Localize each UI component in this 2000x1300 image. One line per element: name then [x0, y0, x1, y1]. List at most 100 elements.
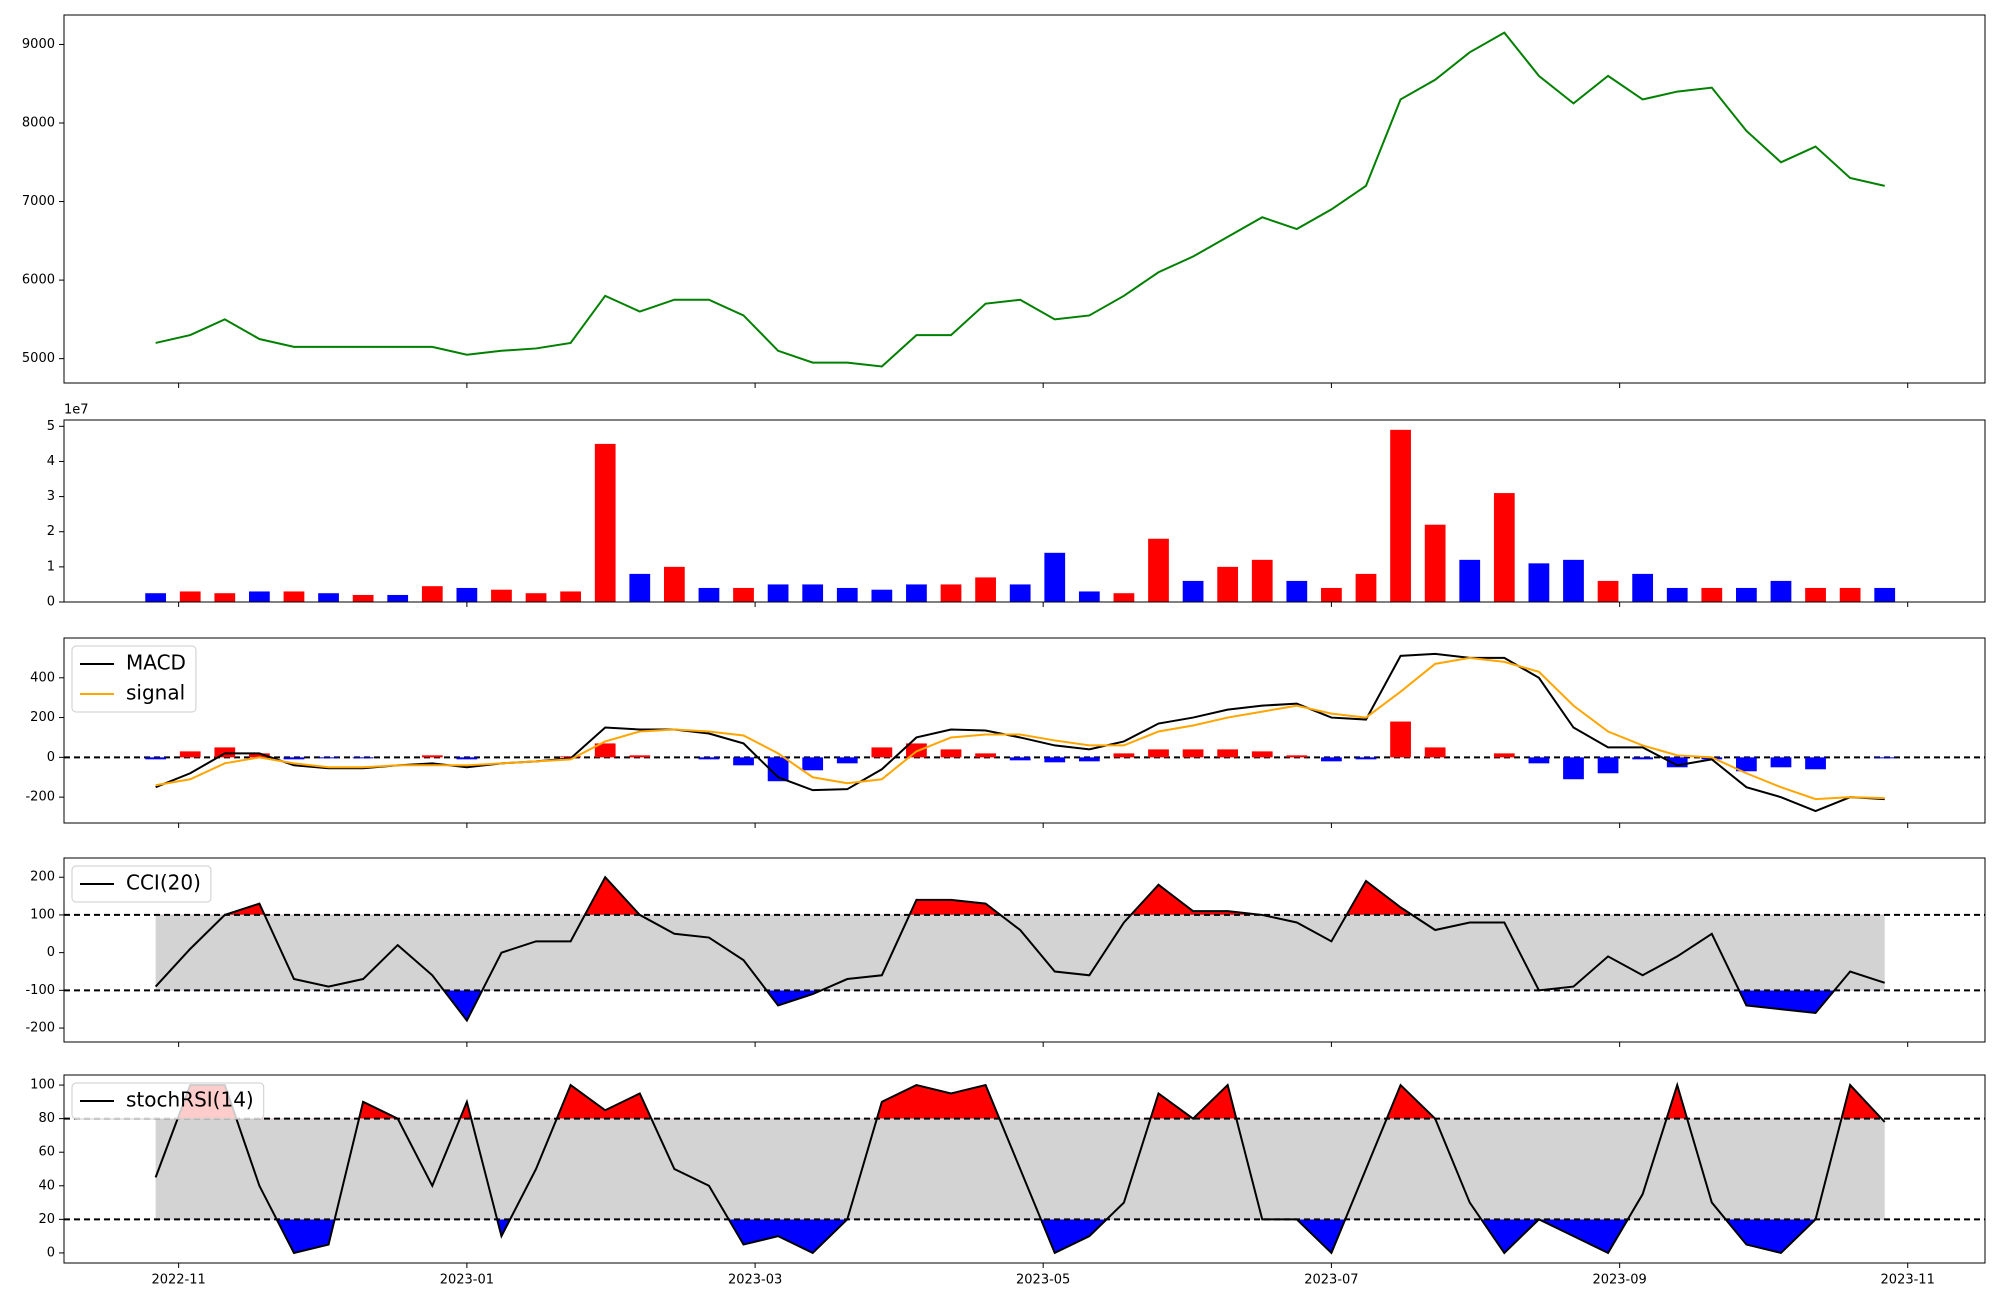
bar [491, 589, 512, 602]
bar [1839, 587, 1861, 602]
bar [1563, 559, 1584, 602]
histogram-bar [1321, 757, 1342, 762]
panel: 0 1 2 3 4 5 1e7 [47, 403, 1986, 610]
y-tick-label: 100 [30, 907, 55, 922]
y-tick-label: 8000 [22, 116, 55, 131]
legend: MACD signal [71, 645, 197, 713]
bar [1148, 538, 1169, 602]
bar [1217, 566, 1239, 602]
line [155, 31, 1885, 368]
y-tick-label: 40 [38, 1178, 55, 1193]
histogram-bar [1528, 757, 1550, 764]
bar [1459, 559, 1481, 602]
histogram-bar [836, 757, 858, 764]
fill-above [155, 1085, 1885, 1119]
y-tick-label: 5 [47, 419, 55, 434]
y-tick-label: 80 [38, 1111, 55, 1126]
legend-label: stochRSI(14) [126, 1088, 254, 1112]
histogram-bar [456, 757, 478, 760]
y-tick-label: 5000 [22, 351, 55, 366]
band [155, 914, 1885, 991]
panel: -200 -100 0 100 200 CCI(20) [25, 857, 1986, 1047]
bar [1044, 552, 1066, 602]
y-tick-label: 0 [47, 945, 55, 960]
legend: stochRSI(14) [71, 1082, 265, 1120]
bar [1009, 584, 1031, 602]
histogram-bar [1217, 749, 1239, 758]
bar [1770, 580, 1792, 602]
histogram-bar [871, 747, 893, 758]
bar [594, 443, 616, 602]
histogram-bar [1424, 747, 1446, 758]
legend-label: signal [126, 681, 185, 705]
bar [975, 577, 996, 602]
histogram-bar [421, 755, 443, 758]
histogram-bar [1563, 757, 1584, 780]
plot-frame [63, 637, 1986, 824]
histogram-bar [179, 751, 201, 758]
x-tick-label: 2023-07 [1304, 1273, 1358, 1288]
histogram-bar [318, 757, 339, 759]
bar [1390, 429, 1411, 602]
bar [940, 584, 962, 602]
histogram-bar [283, 757, 305, 760]
y-tick-label: 200 [30, 870, 55, 885]
bar [1355, 573, 1377, 602]
bar [1805, 587, 1826, 602]
bar [1078, 591, 1100, 602]
bar [1632, 573, 1654, 602]
x-tick-label: 2023-03 [728, 1273, 782, 1288]
histogram-bar [1770, 757, 1792, 768]
histogram-bar [733, 757, 754, 766]
x-tick-label: 2023-11 [1881, 1273, 1935, 1288]
histogram-bar [1113, 753, 1135, 758]
histogram-bar [1597, 757, 1619, 774]
x-tick-label: 2022-11 [151, 1273, 205, 1288]
histogram-bar [594, 743, 616, 758]
histogram-bar [802, 757, 824, 771]
bar [352, 594, 374, 602]
histogram-bar [629, 755, 651, 758]
histogram-bar [940, 749, 962, 758]
y-tick-label: 0 [47, 750, 55, 765]
bar [249, 591, 270, 602]
bar [733, 587, 754, 602]
bar [1493, 493, 1515, 602]
histogram-bar [1632, 757, 1654, 760]
line [155, 656, 1885, 801]
offset-label: 1e7 [64, 403, 89, 418]
histogram-bar [1736, 757, 1757, 772]
histogram-bar [1286, 755, 1308, 758]
histogram-bar [1251, 751, 1273, 758]
histogram-bar [975, 753, 996, 758]
plot-frame [63, 14, 1986, 384]
panel: -200 0 200 400 MACD signal [25, 637, 1986, 828]
bar [283, 591, 305, 602]
bar [836, 587, 858, 602]
histogram-bar [1078, 757, 1100, 762]
bar [318, 593, 339, 602]
bar [1251, 559, 1273, 602]
y-tick-label: -200 [25, 1021, 55, 1036]
histogram-bar [1182, 749, 1204, 758]
y-tick-label: 60 [38, 1145, 55, 1160]
line [155, 652, 1885, 813]
line [154, 875, 1886, 1023]
bar [871, 589, 893, 602]
histogram-bar [1355, 757, 1377, 760]
legend-label: CCI(20) [126, 871, 201, 895]
fill-below [155, 1219, 1885, 1253]
bar [525, 593, 547, 602]
bar [698, 587, 720, 602]
x-tick-label: 2023-01 [440, 1273, 494, 1288]
x-tick-label: 2023-05 [1016, 1273, 1070, 1288]
panel: 0 20 40 60 80 100 2022-11 2023-01 2023-03 2023-05… [30, 1074, 1986, 1288]
bar [1113, 593, 1135, 602]
histogram-bar [1044, 757, 1066, 763]
y-tick-label: 400 [30, 670, 55, 685]
bar [1286, 580, 1308, 602]
histogram-bar [1009, 757, 1031, 761]
bar [1701, 587, 1723, 602]
y-tick-label: 3 [47, 489, 55, 504]
y-tick-label: 100 [30, 1078, 55, 1093]
